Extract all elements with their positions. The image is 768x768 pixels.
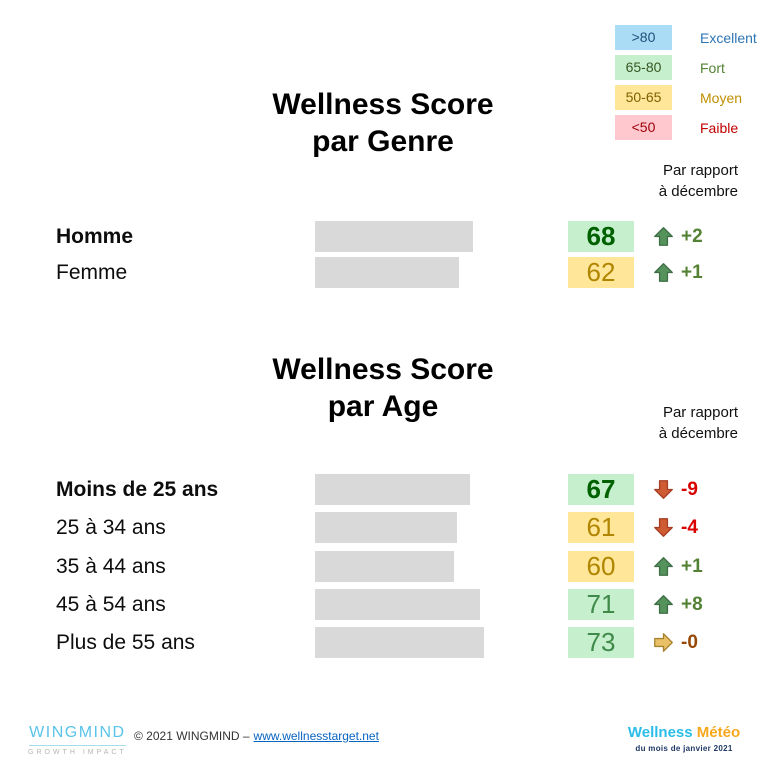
title-line2: par Genre bbox=[312, 125, 454, 158]
title-line2: par Age bbox=[327, 390, 439, 423]
score-row-plus-55: Plus de 55 ans 73 -0 bbox=[0, 627, 768, 658]
legend-swatch-moyen: 50-65 bbox=[615, 85, 672, 110]
wingmind-tagline: GROWTH IMPACT bbox=[28, 749, 127, 756]
wingmind-logo-text: WINGMIND bbox=[29, 724, 126, 746]
delta-value: +2 bbox=[681, 226, 703, 247]
row-label: Moins de 25 ans bbox=[56, 478, 219, 501]
trend-flat-icon bbox=[653, 632, 674, 653]
wellness-meteo-title: Wellness Météo bbox=[624, 724, 744, 741]
delta-value: -0 bbox=[681, 632, 698, 653]
delta-value: +1 bbox=[681, 262, 703, 283]
wingmind-logo: WINGMIND GROWTH IMPACT bbox=[28, 724, 127, 756]
row-label: 45 à 54 ans bbox=[56, 593, 166, 616]
delta-value: -4 bbox=[681, 517, 698, 538]
meteo-word-meteo: Météo bbox=[696, 724, 741, 741]
wellness-meteo-subtitle: du mois de janvier 2021 bbox=[635, 744, 733, 753]
score-badge: 61 bbox=[568, 512, 634, 543]
score-row-moins-25: Moins de 25 ans 67 -9 bbox=[0, 474, 768, 505]
legend-item-faible: <50 Faible bbox=[615, 115, 757, 140]
copyright-text: © 2021 WINGMIND – bbox=[134, 729, 250, 743]
score-bar bbox=[315, 589, 480, 620]
score-row-45-54: 45 à 54 ans 71 +8 bbox=[0, 589, 768, 620]
score-bar bbox=[315, 221, 473, 252]
score-bar bbox=[315, 627, 484, 658]
comparison-note-genre: Par rapport à décembre bbox=[658, 162, 738, 200]
row-label: 25 à 34 ans bbox=[56, 516, 166, 539]
score-badge: 67 bbox=[568, 474, 634, 505]
score-legend: >80 Excellent 65-80 Fort 50-65 Moyen <50… bbox=[615, 25, 757, 145]
delta-value: -9 bbox=[681, 479, 698, 500]
score-badge: 62 bbox=[568, 257, 634, 288]
score-badge: 71 bbox=[568, 589, 634, 620]
trend-down-icon bbox=[653, 479, 674, 500]
meteo-word-wellness: Wellness bbox=[627, 724, 693, 741]
title-line1: Wellness Score bbox=[272, 88, 494, 121]
score-bar bbox=[315, 474, 470, 505]
trend-up-icon bbox=[653, 262, 674, 283]
score-bar bbox=[315, 512, 457, 543]
copyright-line: © 2021 WINGMIND – www.wellnesstarget.net bbox=[134, 729, 379, 743]
section-title-genre: Wellness Score par Genre bbox=[188, 86, 578, 160]
score-badge: 60 bbox=[568, 551, 634, 582]
score-bar bbox=[315, 257, 459, 288]
score-badge: 73 bbox=[568, 627, 634, 658]
trend-up-icon bbox=[653, 226, 674, 247]
legend-label-excellent: Excellent bbox=[700, 29, 757, 46]
legend-item-excellent: >80 Excellent bbox=[615, 25, 757, 50]
row-label: Homme bbox=[56, 225, 134, 248]
section-title-age: Wellness Score par Age bbox=[188, 351, 578, 425]
score-row-femme: Femme 62 +1 bbox=[0, 257, 768, 288]
score-badge: 68 bbox=[568, 221, 634, 252]
legend-label-faible: Faible bbox=[700, 119, 739, 136]
trend-down-icon bbox=[653, 517, 674, 538]
delta-value: +8 bbox=[681, 594, 703, 615]
trend-up-icon bbox=[653, 594, 674, 615]
wellness-meteo-logo: Wellness Météo du mois de janvier 2021 bbox=[624, 724, 744, 753]
legend-swatch-faible: <50 bbox=[615, 115, 672, 140]
row-label: 35 à 44 ans bbox=[56, 555, 166, 578]
row-label: Plus de 55 ans bbox=[56, 631, 195, 654]
legend-label-moyen: Moyen bbox=[700, 89, 743, 106]
legend-swatch-fort: 65-80 bbox=[615, 55, 672, 80]
score-row-homme: Homme 68 +2 bbox=[0, 221, 768, 252]
legend-label-fort: Fort bbox=[700, 59, 725, 76]
row-label: Femme bbox=[56, 261, 128, 284]
legend-swatch-excellent: >80 bbox=[615, 25, 672, 50]
legend-item-moyen: 50-65 Moyen bbox=[615, 85, 757, 110]
trend-up-icon bbox=[653, 556, 674, 577]
score-row-35-44: 35 à 44 ans 60 +1 bbox=[0, 551, 768, 582]
score-bar bbox=[315, 551, 454, 582]
delta-value: +1 bbox=[681, 556, 703, 577]
legend-item-fort: 65-80 Fort bbox=[615, 55, 757, 80]
title-line1: Wellness Score bbox=[272, 353, 494, 386]
comparison-note-age: Par rapport à décembre bbox=[658, 404, 738, 442]
score-row-25-34: 25 à 34 ans 61 -4 bbox=[0, 512, 768, 543]
wellnesstarget-link[interactable]: www.wellnesstarget.net bbox=[253, 729, 379, 743]
